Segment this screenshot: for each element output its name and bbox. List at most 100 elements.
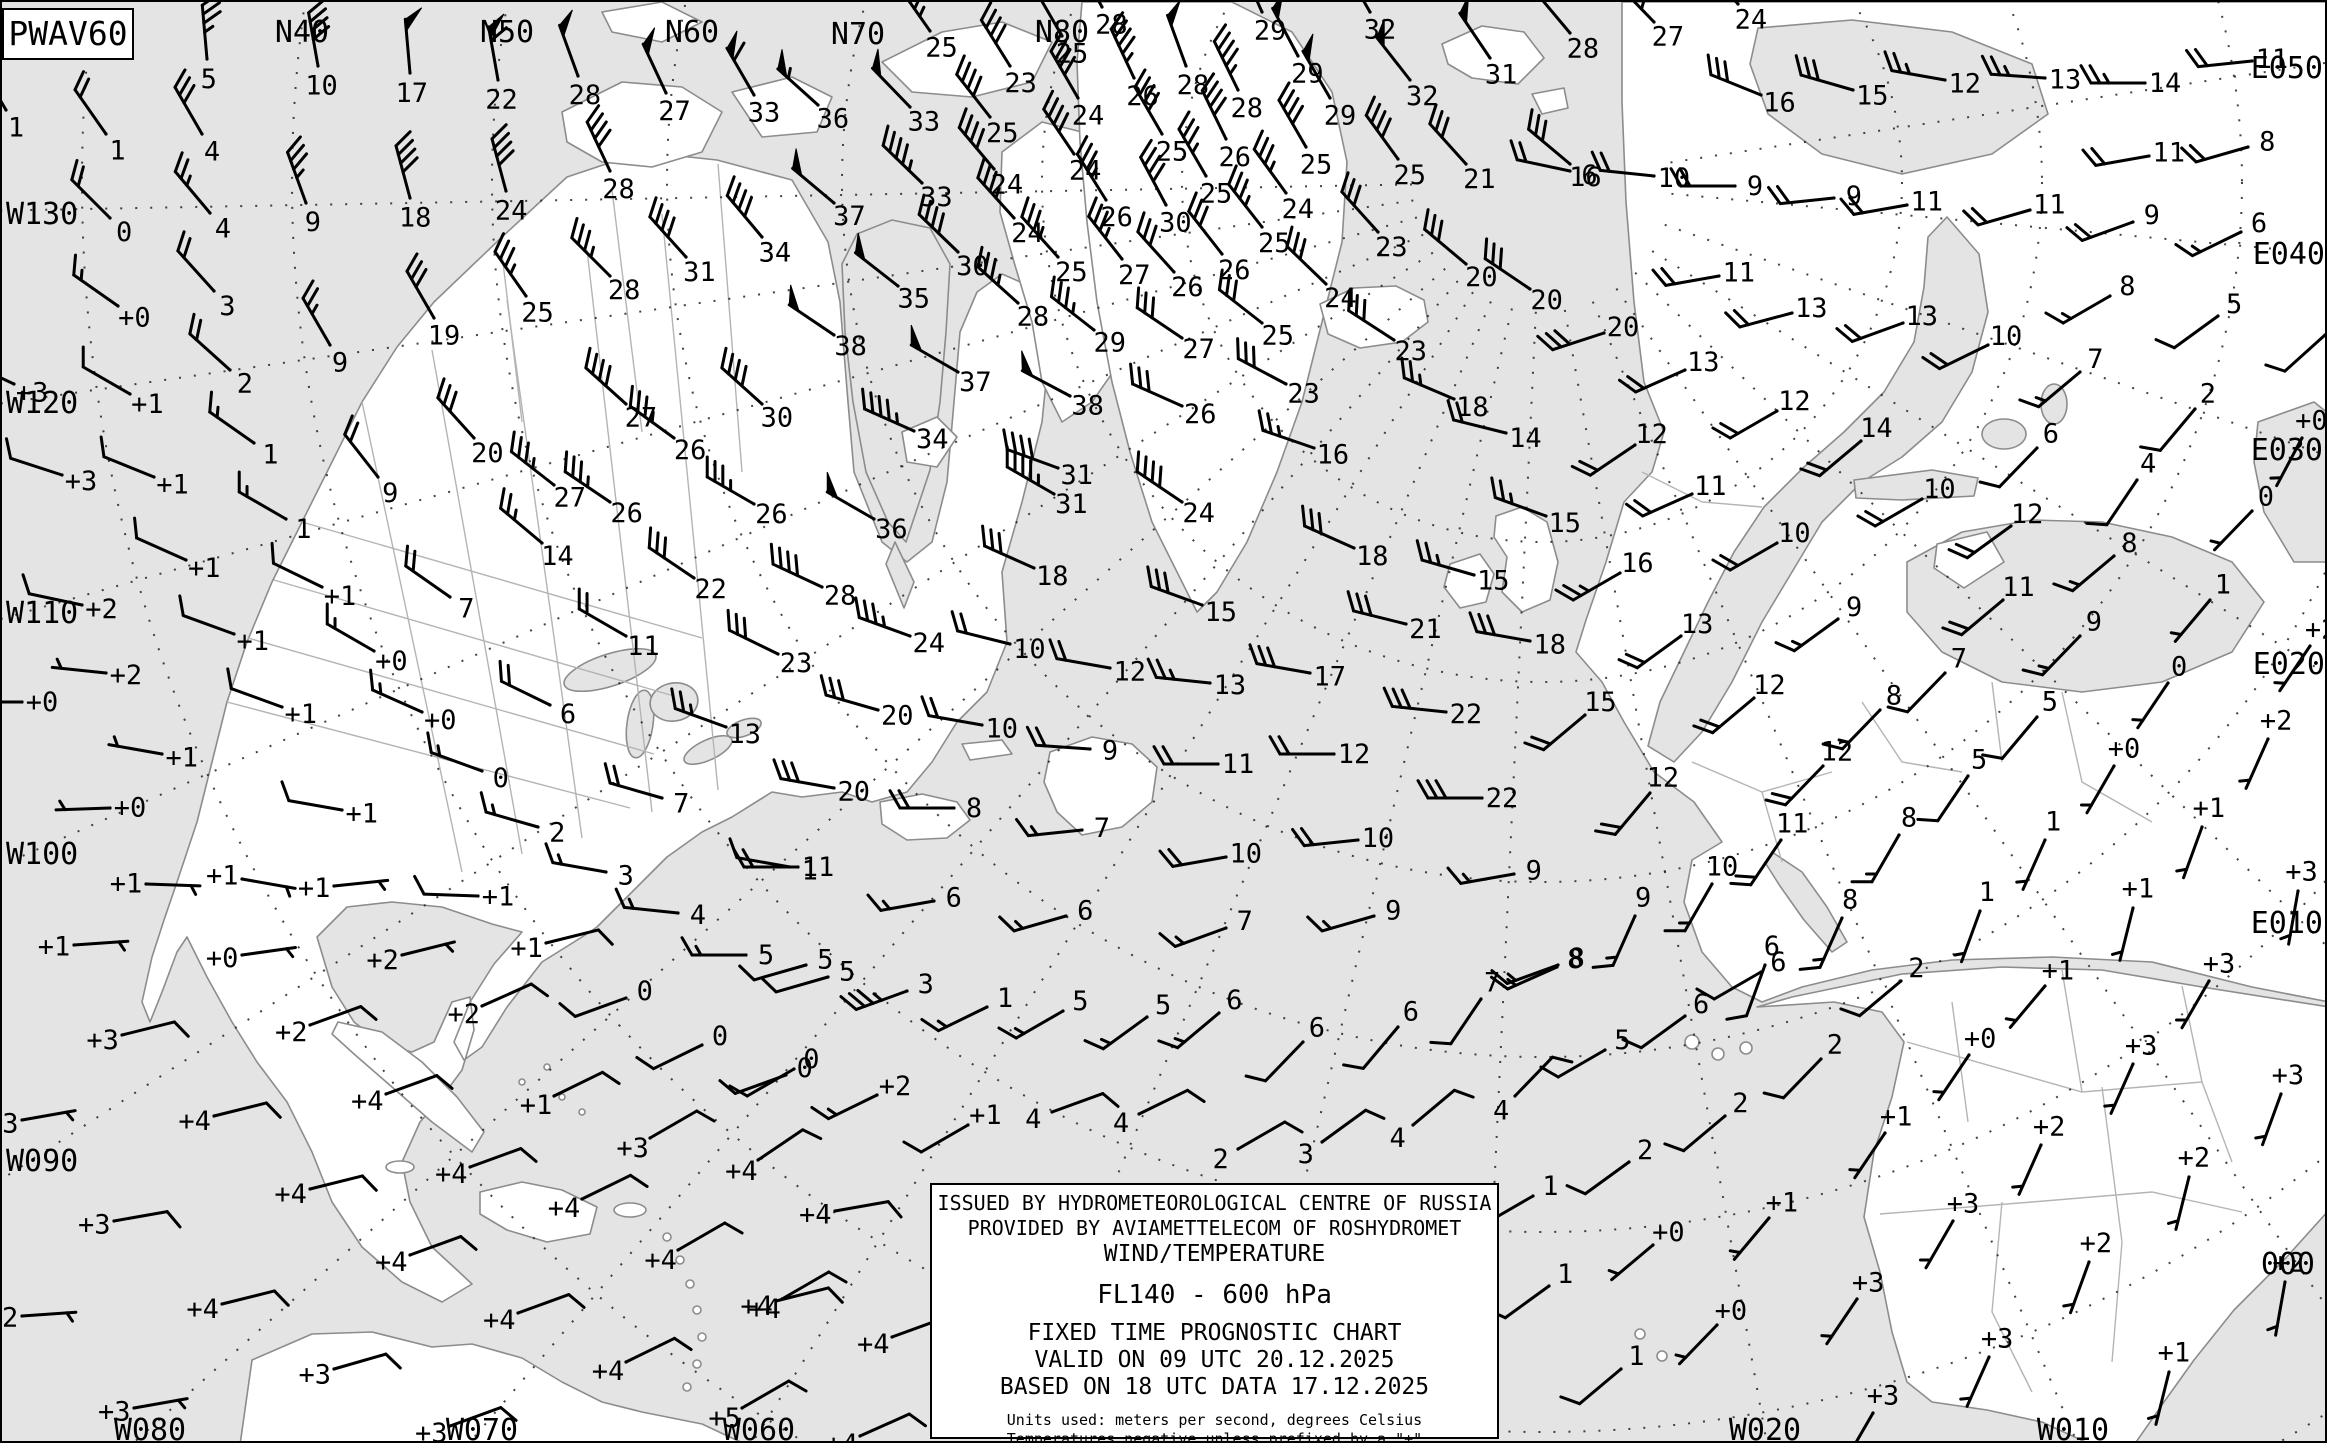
wind-barb-station: 18 [1400,356,1489,423]
barb-feather [1150,296,1156,320]
wind-barb-station: 11 [2185,44,2288,75]
temperature-label: +2 [110,660,143,691]
temperature-label: 15 [1477,566,1510,597]
barb-half-feather [2190,244,2203,254]
barb-feather [1599,151,1611,173]
temperature-label: +3 [2125,1031,2158,1062]
temperature-label: 19 [428,320,461,351]
barb-feather [1057,280,1063,304]
barb-feather [1468,611,1479,634]
barb-half-feather [185,174,192,187]
longitude-label: W010 [2037,1413,2109,1443]
barb-feather [1080,142,1094,164]
temperature-label: 5 [2226,289,2242,320]
barb-feather [886,1200,903,1219]
barb-feather [1057,639,1068,662]
wind-barb-station: 6 [1621,989,1709,1050]
temperature-label: 1 [2045,807,2061,838]
temperature-label: 5 [1614,1025,1630,1056]
barb-feather [1220,39,1235,60]
barb-feather [960,61,972,84]
barb-feather [1570,464,1592,477]
barb-feather [1711,426,1732,440]
barb-half-feather [1506,972,1518,982]
barb-feather [519,1147,538,1163]
barb-feather [1139,138,1153,159]
barb-feather [76,165,85,188]
wind-barb-station: +0 [2,687,58,718]
barb-feather [1886,705,1909,714]
wind-barb-station: 1 [1485,1259,1573,1320]
barb-feather [1980,54,1993,76]
barb-feather [1010,431,1018,455]
temperature-label: 16 [1621,548,1654,579]
temperature-label: 0 [803,1044,819,1075]
barb-half-feather [189,884,198,896]
temperature-label: 13 [1795,293,1828,324]
barb-feather [1138,76,1151,97]
barb-feather [308,7,328,24]
barb-feather [1236,337,1240,361]
temperature-label: 28 [1231,93,1264,124]
wind-barb-station: 22 [485,13,518,116]
temperature-label: 4 [690,900,706,931]
barb-staff [1781,1057,1823,1100]
barb-feather [979,2,993,22]
barb-feather [1148,224,1158,247]
barb-feather [1142,218,1152,241]
barb-staff [81,365,132,396]
barb-feather [1340,171,1350,194]
barb-feather [643,395,649,419]
barb-feather [794,554,800,578]
wind-barb-station: +2 [2011,1112,2065,1196]
temp-note-line: Temperatures negative unless prefixed by… [1006,1430,1423,1443]
wind-barb-station: 9 [1025,725,1118,766]
barb-feather [1947,548,1969,560]
temperature-label: 4 [1113,1108,1129,1139]
barb-feather [929,696,940,719]
latitude-parallel [841,2,2243,883]
wind-barb-station: 3 [176,230,236,322]
barb-feather [1020,196,1030,219]
wind-barb-station: +4 [274,1174,378,1210]
barb-feather [498,659,503,683]
barb-feather [1216,31,1231,52]
based-on-line: BASED ON 18 UTC DATA 17.12.2025 [999,1374,1430,1400]
barb-feather [1087,196,1098,218]
temperature-label: 17 [395,78,428,109]
wind-barb-station: 22 [1382,686,1482,730]
wind-barb-station: +1 [2004,956,2074,1029]
barb-half-feather [786,66,792,80]
wind-barb-station: 5 [680,936,774,971]
wind-barb-station: +1 [413,874,514,913]
barb-half-feather [2167,1219,2180,1225]
barb-feather [937,212,945,235]
temperature-label: +0 [375,646,408,677]
temperature-label: 0 [116,217,132,248]
barb-feather [1266,646,1277,669]
barb-half-feather [1435,553,1441,567]
wind-barb-station: +1 [280,780,378,829]
barb-staff [308,1005,363,1027]
barb-feather [1839,197,1856,216]
barb-feather [733,358,741,382]
barb-feather [810,1105,830,1121]
barb-feather [1489,975,1510,991]
barb-half-feather [1071,301,1076,315]
barb-feather [1714,56,1721,80]
barb-half-feather [1099,1037,1113,1045]
temperature-label: +1 [345,798,378,829]
barb-feather [1434,110,1444,133]
barb-feather [1621,1038,1643,1050]
wind-barb-station: 24 [1042,89,1101,187]
temperature-label: 24 [913,628,946,659]
wind-barb-station: 12 [1692,670,1786,735]
barb-half-feather [1174,935,1186,945]
wind-barb-station: 29 [1271,2,1324,90]
wind-barb-station: 6 [998,895,1093,933]
barb-feather [1669,167,1683,188]
barb-feather [289,143,305,163]
temperature-label: 6 [1764,931,1780,962]
barb-pennant [1166,2,1181,29]
temperature-label: 20 [1607,312,1640,343]
